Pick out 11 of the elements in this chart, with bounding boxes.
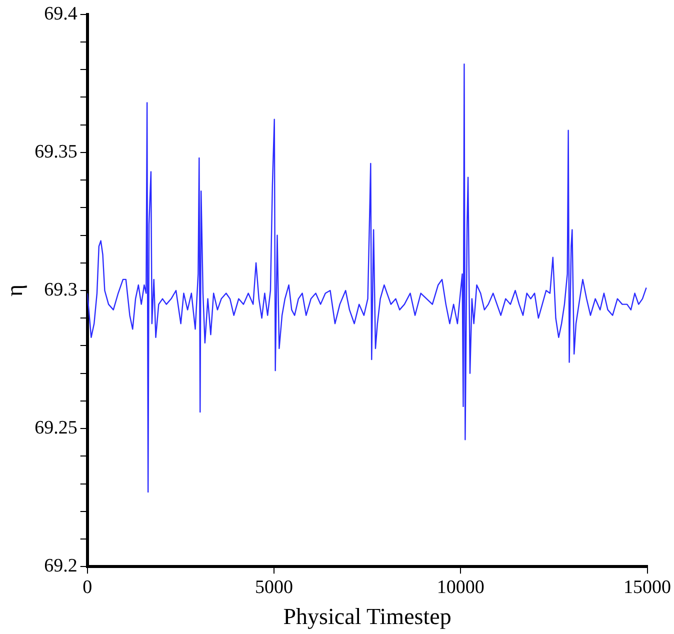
x-tick-label: 0: [82, 576, 92, 598]
x-tick-label: 5000: [254, 576, 293, 598]
y-tick-label: 69.25: [34, 418, 78, 439]
x-tick-label: 15000: [624, 576, 671, 598]
y-tick-label: 69.35: [34, 141, 78, 162]
y-tick-label: 69.4: [44, 3, 78, 24]
y-tick-label: 69.3: [44, 279, 78, 300]
x-tick-label: 10000: [436, 576, 484, 598]
x-axis-title: Physical Timestep: [283, 604, 452, 630]
y-tick-label: 69.2: [44, 556, 78, 577]
y-axis-title: η: [2, 284, 27, 297]
